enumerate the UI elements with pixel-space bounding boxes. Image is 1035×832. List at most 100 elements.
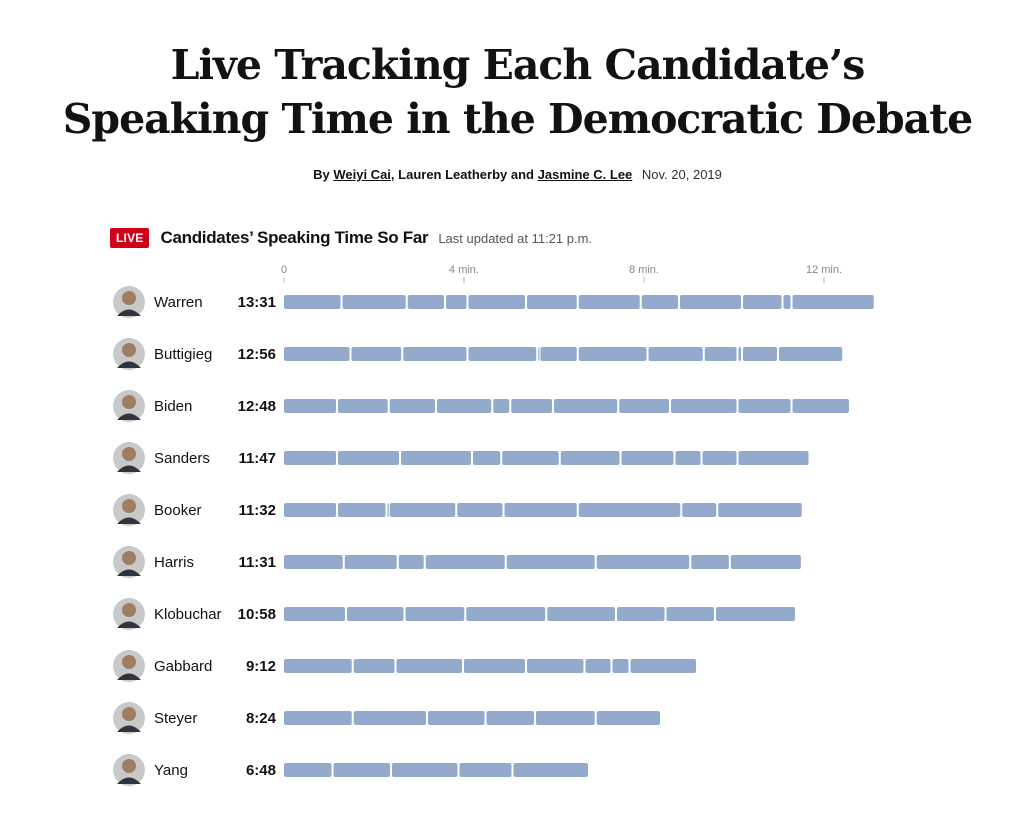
speaking-segment-bar[interactable] (716, 607, 795, 621)
speaking-segment-bar[interactable] (779, 347, 843, 361)
speaking-segment-bar[interactable] (578, 503, 681, 517)
speaking-segment-bar[interactable] (464, 659, 525, 673)
speaking-segment-bar[interactable] (486, 711, 535, 725)
speaking-segment-bar[interactable] (468, 347, 537, 361)
speaking-segment-bar[interactable] (596, 555, 690, 569)
speaking-segment-bar[interactable] (338, 399, 388, 413)
speaking-segment-bar[interactable] (671, 399, 737, 413)
candidate-name: Yang (154, 762, 188, 779)
speaking-segment-bar[interactable] (536, 711, 595, 725)
speaking-segment-bar[interactable] (396, 659, 463, 673)
speaking-segment-bar[interactable] (389, 503, 456, 517)
speaking-segment-bar[interactable] (446, 295, 467, 309)
speaking-segment-bar[interactable] (353, 711, 426, 725)
speaking-segment-bar[interactable] (682, 503, 717, 517)
speaking-segment-bar[interactable] (502, 451, 559, 465)
speaking-segment-bar[interactable] (596, 711, 660, 725)
speaking-segment-bar[interactable] (783, 295, 791, 309)
speaking-segment-bar[interactable] (403, 347, 467, 361)
speaking-segment-bar[interactable] (468, 295, 526, 309)
speaking-segment-bar[interactable] (284, 347, 350, 361)
speaking-segment-bar[interactable] (718, 503, 802, 517)
speaking-segment-bar[interactable] (743, 295, 782, 309)
speaking-segment-bar[interactable] (538, 347, 540, 361)
speaking-segment-bar[interactable] (344, 555, 397, 569)
speaking-segment-bar[interactable] (680, 295, 741, 309)
speaking-segment-bar[interactable] (585, 659, 611, 673)
speaking-segment-bar[interactable] (619, 399, 669, 413)
speaking-segment-bar[interactable] (347, 607, 404, 621)
byline-and: and (510, 167, 534, 182)
speaking-segment-bar[interactable] (513, 763, 589, 777)
speaking-segment-bar[interactable] (702, 451, 737, 465)
speaking-segment-bar[interactable] (504, 503, 577, 517)
speaking-segment-bar[interactable] (353, 659, 395, 673)
speaking-segment-bar[interactable] (578, 347, 647, 361)
speaking-segment-bar[interactable] (511, 399, 552, 413)
candidate-avatar-shoulders (117, 569, 141, 576)
x-tick-label: 8 min. (629, 264, 659, 276)
speaking-segment-bar[interactable] (398, 555, 424, 569)
speaking-segment-bar[interactable] (351, 347, 402, 361)
speaking-segment-bar[interactable] (284, 659, 352, 673)
speaking-segment-bar[interactable] (284, 503, 336, 517)
speaking-segment-bar[interactable] (792, 295, 874, 309)
speaking-segment-bar[interactable] (630, 659, 697, 673)
speaking-segment-bar[interactable] (425, 555, 505, 569)
speaking-segment-bar[interactable] (617, 607, 665, 621)
speaking-segment-bar[interactable] (730, 555, 801, 569)
speaking-segment-bar[interactable] (333, 763, 391, 777)
speaking-segment-bar[interactable] (338, 503, 386, 517)
speaking-segment-bar[interactable] (466, 607, 546, 621)
speaking-segment-bar[interactable] (407, 295, 444, 309)
speaking-segment-bar[interactable] (457, 503, 503, 517)
candidate-avatar-face (122, 655, 136, 669)
speaking-segment-bar[interactable] (387, 503, 389, 517)
speaking-segment-bar[interactable] (284, 711, 352, 725)
speaking-segment-bar[interactable] (704, 347, 737, 361)
speaking-segment-bar[interactable] (401, 451, 471, 465)
speaking-segment-bar[interactable] (675, 451, 701, 465)
speaking-segment-bar[interactable] (527, 659, 584, 673)
speaking-segment-bar[interactable] (691, 555, 729, 569)
speaking-segment-bar[interactable] (738, 399, 791, 413)
speaking-segment-bar[interactable] (284, 555, 343, 569)
speaking-segment-bar[interactable] (493, 399, 510, 413)
speaking-segment-bar[interactable] (578, 295, 640, 309)
speaking-segment-bar[interactable] (792, 399, 850, 413)
speaking-segment-bar[interactable] (560, 451, 620, 465)
speaking-segment-bar[interactable] (284, 399, 336, 413)
speaking-segment-bar[interactable] (342, 295, 406, 309)
speaking-segment-bar[interactable] (527, 295, 577, 309)
speaking-segment-bar[interactable] (547, 607, 615, 621)
speaking-segment-bar[interactable] (405, 607, 465, 621)
candidate-name: Buttigieg (154, 346, 212, 363)
speaking-segment-bar[interactable] (284, 607, 345, 621)
speaking-segment-bar[interactable] (437, 399, 492, 413)
speaking-segment-bar[interactable] (389, 399, 435, 413)
speaking-segment-bar[interactable] (738, 347, 742, 361)
speaking-segment-bar[interactable] (641, 295, 678, 309)
speaking-segment-bar[interactable] (621, 451, 674, 465)
speaking-segment-bar[interactable] (666, 607, 715, 621)
speaking-segment-bar[interactable] (473, 451, 501, 465)
speaking-segment-bar[interactable] (392, 763, 458, 777)
speaking-segment-bar[interactable] (540, 347, 577, 361)
speaking-segment-bar[interactable] (738, 451, 809, 465)
author-link-weiyi-cai[interactable]: Weiyi Cai (333, 167, 391, 182)
candidate-avatar-shoulders (117, 517, 141, 524)
speaking-segment-bar[interactable] (284, 763, 332, 777)
speaking-segment-bar[interactable] (284, 451, 336, 465)
speaking-segment-bar[interactable] (428, 711, 485, 725)
speaking-segment-bar[interactable] (612, 659, 629, 673)
speaking-segment-bar[interactable] (459, 763, 512, 777)
speaking-segment-bar[interactable] (743, 347, 777, 361)
speaking-segment-bar[interactable] (554, 399, 618, 413)
author-link-jasmine-c-lee[interactable]: Jasmine C. Lee (537, 167, 633, 182)
speaking-segment-bar[interactable] (338, 451, 399, 465)
speaking-segment-bar[interactable] (648, 347, 703, 361)
speaking-segment-bar[interactable] (284, 295, 341, 309)
speaking-segment-bar[interactable] (506, 555, 595, 569)
candidate-name: Booker (154, 502, 202, 519)
